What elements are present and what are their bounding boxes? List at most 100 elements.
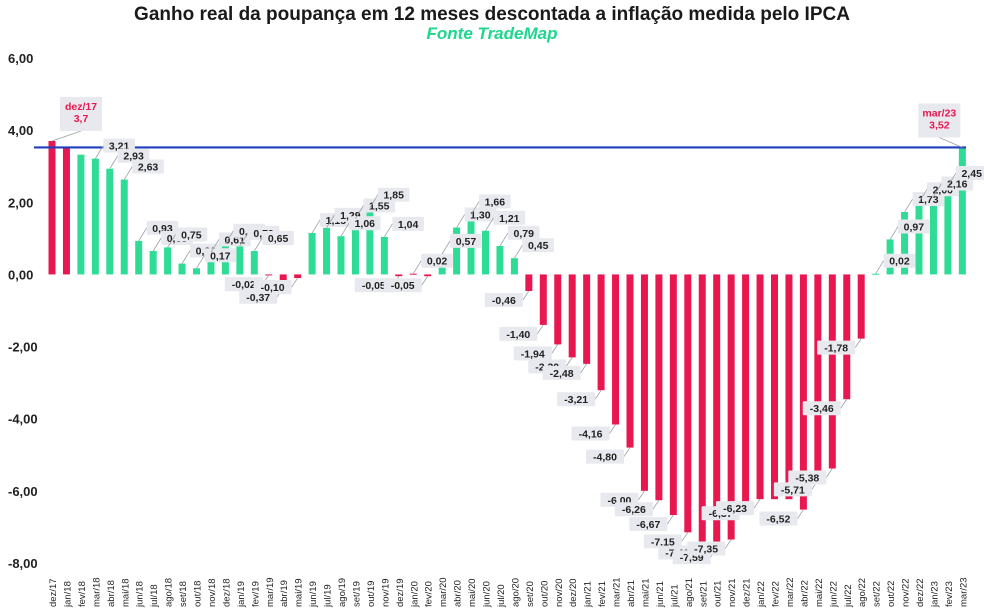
bar-fev/22	[771, 274, 778, 500]
label-leader	[253, 237, 263, 252]
bar-nov/21	[727, 274, 735, 540]
data-label: -0,10	[261, 282, 285, 294]
x-tick-label: mar/20	[438, 577, 449, 607]
chart-subtitle: Fonte TradeMap	[426, 24, 558, 43]
data-label: 1,06	[355, 218, 376, 230]
data-label-box	[802, 401, 841, 416]
label-leader	[522, 290, 530, 301]
x-tick-label: ago/19	[337, 578, 348, 607]
label-leader	[421, 276, 429, 286]
data-label-box	[643, 534, 682, 549]
bar-jun/21	[655, 274, 663, 501]
data-label: -6,67	[636, 519, 660, 531]
bar-jan/18	[62, 148, 70, 275]
y-tick-label: 0,00	[8, 267, 33, 282]
x-tick-label: ago/21	[684, 578, 695, 607]
data-label: 0,97	[904, 221, 925, 233]
data-label: -1,94	[521, 348, 545, 360]
bar-jan/23	[929, 196, 937, 275]
label-leader	[724, 539, 732, 549]
label-leader	[933, 183, 942, 197]
data-label-box	[955, 166, 984, 181]
data-label: 1,04	[398, 219, 419, 231]
callout-text: mar/23	[922, 107, 956, 119]
bar-jan/21	[583, 274, 591, 364]
data-label: -3,21	[564, 394, 588, 406]
bar-ago/19	[337, 236, 345, 275]
x-tick-label: fev/21	[597, 581, 608, 607]
label-leader	[797, 509, 804, 519]
x-tick-label: out/19	[366, 581, 377, 607]
label-leader	[384, 223, 393, 238]
bar-nov/22	[901, 212, 909, 275]
x-tick-label: jun/22	[828, 581, 839, 608]
bar-out/20	[539, 274, 547, 325]
x-tick-label: ago/18	[164, 578, 175, 607]
data-label: -6,23	[723, 503, 747, 515]
bar-dez/22	[915, 202, 923, 275]
label-leader	[311, 219, 321, 234]
bar-fev/19	[250, 250, 258, 275]
x-tick-label: set/19	[351, 581, 362, 607]
data-label-box	[586, 449, 624, 464]
data-label: -4,16	[579, 428, 603, 440]
x-tick-label: fev/22	[771, 581, 782, 607]
label-leader	[904, 198, 913, 213]
data-label-box	[773, 482, 812, 497]
data-label-box	[499, 326, 538, 341]
data-label-box	[132, 159, 164, 174]
data-label: -5,38	[795, 472, 819, 484]
x-tick-label: nov/18	[207, 578, 218, 607]
x-tick-label: fev/23	[944, 581, 955, 607]
data-label-box	[204, 248, 237, 263]
data-label: 0,65	[268, 233, 289, 245]
label-leader	[681, 532, 689, 542]
bar-dez/20	[568, 274, 576, 358]
x-tick-label: set/20	[525, 581, 536, 607]
data-label: 1,21	[499, 213, 520, 225]
callout-box	[918, 103, 961, 138]
bar-jul/19	[323, 227, 331, 275]
x-tick-label: abr/22	[799, 580, 810, 607]
x-tick-label: abr/19	[279, 580, 290, 607]
bar-dez/19	[395, 274, 403, 277]
data-label: -6,26	[622, 504, 646, 516]
label-leader	[369, 194, 379, 208]
label-leader	[623, 447, 631, 457]
bar-mar/19	[265, 274, 273, 276]
data-label-box	[788, 470, 827, 485]
bar-ago/21	[684, 274, 692, 533]
label-leader	[753, 498, 761, 509]
x-tick-label: jun/19	[308, 581, 319, 608]
data-label-box	[421, 253, 453, 268]
x-tick-label: mar/19	[265, 577, 276, 607]
x-tick-label: ago/20	[510, 578, 521, 607]
data-label: 0,17	[210, 250, 231, 262]
x-tick-label: nov/19	[380, 578, 391, 607]
data-label: 1,55	[369, 201, 390, 213]
data-label-box	[224, 277, 263, 292]
data-label: 2,16	[947, 179, 968, 191]
bar-set/19	[351, 218, 359, 275]
x-tick-label: dez/19	[395, 578, 406, 607]
chart-title: Ganho real da poupança em 12 meses desco…	[134, 4, 850, 25]
data-label: -2,48	[550, 368, 574, 380]
label-leader	[594, 389, 602, 400]
label-leader	[825, 468, 833, 478]
bar-mai/21	[640, 274, 648, 491]
x-tick-label: set/21	[698, 581, 709, 607]
label-leader	[652, 500, 660, 510]
callout-text: 3,7	[74, 113, 89, 125]
x-tick-label: jul/18	[149, 584, 160, 608]
bar-jul/21	[669, 274, 677, 516]
data-label-box	[262, 230, 294, 245]
data-label-box	[898, 219, 930, 234]
bar-nov/19	[380, 236, 388, 275]
data-label-box	[253, 280, 292, 295]
x-tick-label: mar/18	[91, 577, 102, 607]
x-tick-label: ago/22	[857, 578, 868, 607]
x-tick-label: jul/19	[323, 584, 334, 608]
bar-dez/17	[48, 140, 56, 275]
data-label-box	[377, 187, 410, 202]
